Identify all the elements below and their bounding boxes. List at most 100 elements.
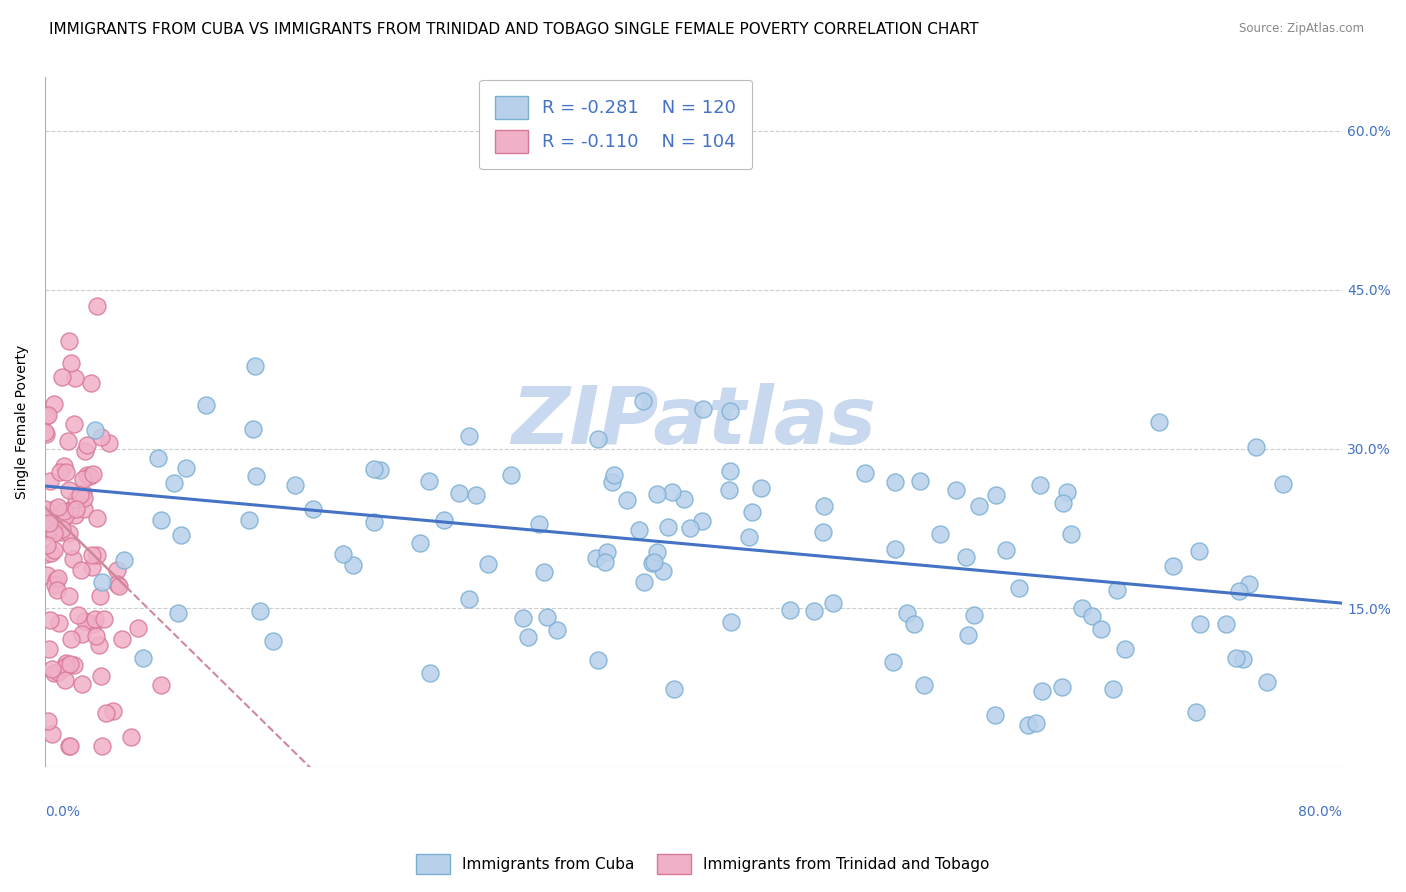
- Point: [585, 551, 607, 566]
- Point: [1237, 577, 1260, 591]
- Point: [80, 376, 103, 390]
- Point: [1161, 559, 1184, 574]
- Point: [501, 468, 523, 483]
- Point: [1029, 478, 1052, 492]
- Point: [34, 502, 56, 516]
- Text: 80.0%: 80.0%: [1298, 805, 1343, 819]
- Point: [84, 612, 107, 626]
- Point: [661, 485, 683, 500]
- Point: [41, 727, 63, 741]
- Point: [616, 492, 638, 507]
- Point: [1114, 641, 1136, 656]
- Point: [1017, 718, 1039, 732]
- Point: [38, 641, 60, 656]
- Point: [176, 460, 198, 475]
- Point: [1215, 616, 1237, 631]
- Point: [86, 300, 108, 314]
- Point: [84, 629, 107, 643]
- Point: [59, 739, 82, 753]
- Point: [717, 483, 740, 497]
- Point: [718, 404, 741, 418]
- Point: [458, 429, 481, 443]
- Point: [45, 574, 67, 588]
- Point: [249, 604, 271, 618]
- Point: [342, 558, 364, 573]
- Point: [59, 632, 82, 647]
- Point: [82, 559, 104, 574]
- Point: [718, 464, 741, 478]
- Point: [477, 557, 499, 571]
- Point: [908, 474, 931, 488]
- Point: [58, 589, 80, 603]
- Point: [73, 501, 96, 516]
- Point: [673, 492, 696, 507]
- Text: 0.0%: 0.0%: [45, 805, 80, 819]
- Point: [63, 508, 86, 522]
- Point: [35, 548, 58, 562]
- Point: [90, 430, 112, 444]
- Point: [76, 467, 98, 482]
- Point: [967, 499, 990, 513]
- Point: [1147, 415, 1170, 429]
- Point: [995, 543, 1018, 558]
- Point: [84, 423, 107, 437]
- Point: [46, 571, 69, 585]
- Point: [1105, 583, 1128, 598]
- Point: [66, 607, 89, 622]
- Point: [70, 676, 93, 690]
- Point: [633, 394, 655, 409]
- Point: [903, 617, 925, 632]
- Point: [56, 434, 79, 449]
- Point: [1052, 496, 1074, 510]
- Point: [955, 550, 977, 565]
- Point: [91, 574, 114, 589]
- Point: [35, 427, 58, 442]
- Y-axis label: Single Female Poverty: Single Female Poverty: [15, 345, 30, 500]
- Point: [741, 505, 763, 519]
- Point: [82, 617, 104, 632]
- Point: [737, 530, 759, 544]
- Point: [512, 611, 534, 625]
- Point: [105, 563, 128, 577]
- Point: [65, 502, 87, 516]
- Point: [37, 538, 59, 552]
- Point: [82, 467, 104, 481]
- Point: [120, 730, 142, 744]
- Point: [853, 466, 876, 480]
- Point: [1188, 544, 1211, 558]
- Point: [692, 401, 714, 416]
- Point: [148, 451, 170, 466]
- Point: [984, 488, 1007, 502]
- Point: [166, 606, 188, 620]
- Point: [1101, 681, 1123, 696]
- Point: [70, 626, 93, 640]
- Text: Source: ZipAtlas.com: Source: ZipAtlas.com: [1239, 22, 1364, 36]
- Point: [163, 476, 186, 491]
- Point: [132, 651, 155, 665]
- Point: [627, 524, 650, 538]
- Point: [242, 422, 264, 436]
- Point: [533, 565, 555, 579]
- Point: [883, 475, 905, 489]
- Point: [49, 465, 72, 479]
- Point: [651, 564, 673, 578]
- Point: [37, 714, 59, 728]
- Point: [65, 491, 87, 506]
- Point: [945, 483, 967, 498]
- Point: [80, 548, 103, 562]
- Point: [418, 475, 440, 489]
- Point: [55, 657, 77, 671]
- Point: [896, 606, 918, 620]
- Point: [821, 596, 844, 610]
- Point: [105, 577, 128, 591]
- Point: [1031, 684, 1053, 698]
- Point: [86, 548, 108, 562]
- Point: [59, 356, 82, 370]
- Point: [72, 491, 94, 506]
- Point: [90, 669, 112, 683]
- Point: [645, 487, 668, 501]
- Point: [149, 677, 172, 691]
- Point: [38, 516, 60, 530]
- Point: [59, 503, 82, 517]
- Point: [641, 556, 664, 570]
